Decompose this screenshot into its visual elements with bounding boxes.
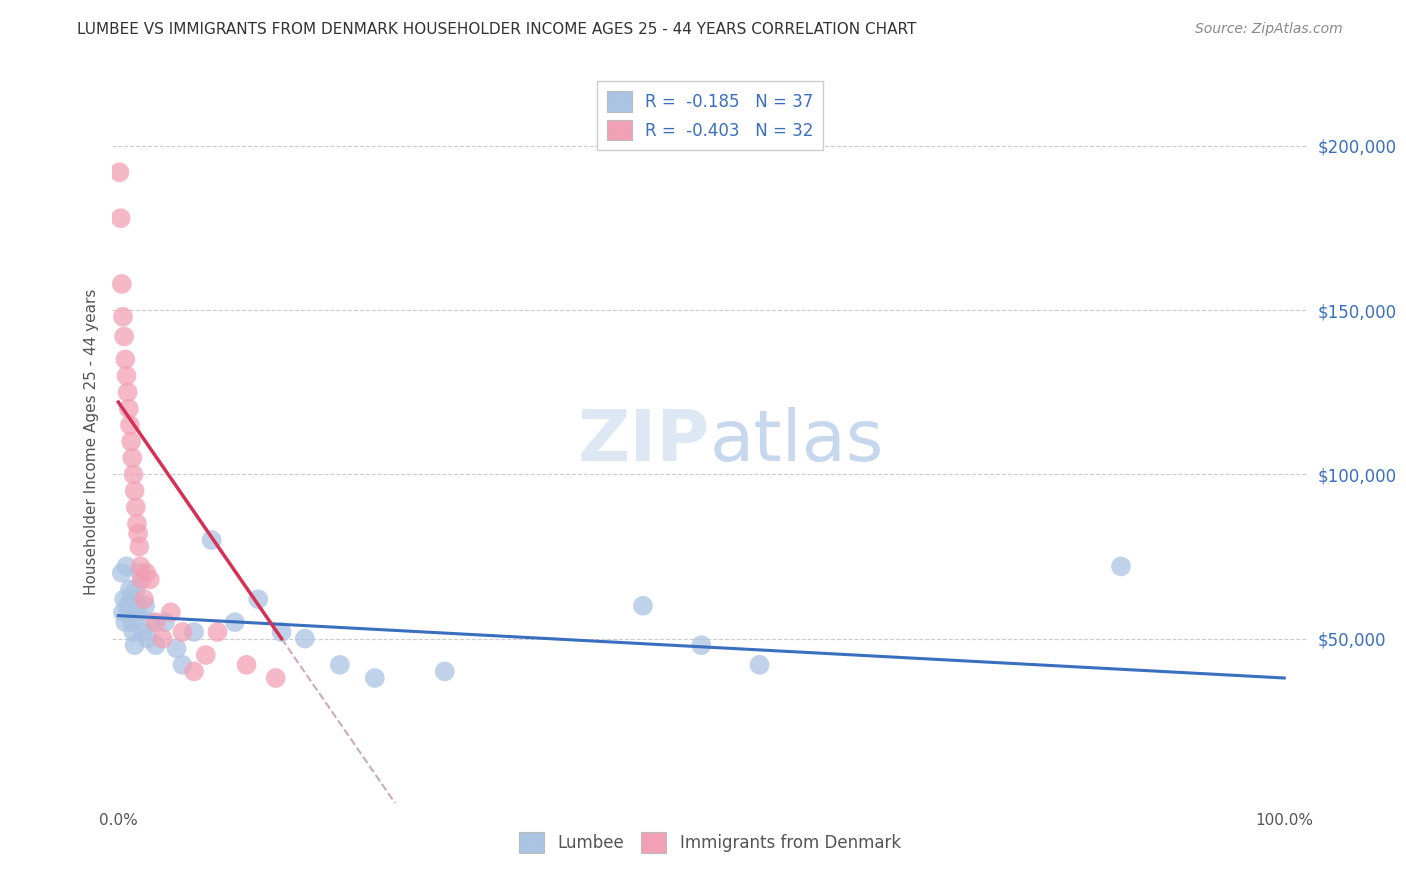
Point (124, 638, 146, 652)
Point (112, 329, 135, 343)
Point (207, 625, 229, 640)
Point (115, 559, 138, 574)
Point (139, 573, 162, 587)
Point (145, 615, 167, 630)
Point (121, 450, 143, 465)
Point (127, 526, 149, 541)
Point (112, 592, 135, 607)
Point (114, 615, 136, 630)
Point (125, 516, 148, 531)
Text: ZIP: ZIP (578, 407, 710, 476)
Point (270, 625, 292, 640)
Point (125, 582, 148, 597)
Point (136, 632, 159, 646)
Point (139, 615, 162, 630)
Point (125, 500, 148, 515)
Point (235, 657, 257, 672)
Point (690, 638, 713, 652)
Point (145, 638, 167, 652)
Point (748, 657, 770, 672)
Y-axis label: Householder Income Ages 25 - 44 years: Householder Income Ages 25 - 44 years (83, 288, 98, 595)
Point (135, 566, 157, 580)
Point (631, 599, 654, 613)
Point (329, 657, 352, 672)
Point (200, 533, 222, 547)
Legend: Lumbee, Immigrants from Denmark: Lumbee, Immigrants from Denmark (513, 826, 907, 860)
Point (166, 641, 188, 656)
Point (194, 648, 217, 662)
Point (122, 467, 145, 482)
Text: LUMBEE VS IMMIGRANTS FROM DENMARK HOUSEHOLDER INCOME AGES 25 - 44 YEARS CORRELAT: LUMBEE VS IMMIGRANTS FROM DENMARK HOUSEH… (77, 22, 917, 37)
Point (110, 211, 132, 226)
Point (108, 165, 131, 179)
Point (129, 566, 152, 580)
Point (152, 632, 174, 646)
Point (117, 599, 139, 613)
Point (131, 573, 153, 587)
Point (111, 310, 134, 324)
Point (118, 605, 141, 619)
Point (118, 401, 141, 416)
Point (1109, 559, 1132, 574)
Point (124, 483, 146, 498)
Point (183, 665, 205, 679)
Point (433, 665, 456, 679)
Point (117, 385, 139, 400)
Point (111, 566, 134, 580)
Point (247, 592, 270, 607)
Point (364, 671, 387, 685)
Point (129, 559, 152, 574)
Point (111, 277, 134, 291)
Point (127, 605, 149, 619)
Point (120, 434, 142, 449)
Point (132, 592, 155, 607)
Point (172, 625, 194, 640)
Point (294, 632, 316, 646)
Point (111, 605, 134, 619)
Point (120, 592, 142, 607)
Point (114, 352, 136, 367)
Point (115, 368, 138, 383)
Point (122, 625, 145, 640)
Point (118, 582, 141, 597)
Point (118, 418, 141, 433)
Point (183, 625, 205, 640)
Point (134, 599, 156, 613)
Point (125, 599, 148, 613)
Point (159, 605, 181, 619)
Point (153, 615, 176, 630)
Point (264, 671, 287, 685)
Point (121, 615, 143, 630)
Point (132, 625, 155, 640)
Text: atlas: atlas (710, 407, 884, 476)
Point (128, 540, 150, 554)
Point (224, 615, 246, 630)
Text: Source: ZipAtlas.com: Source: ZipAtlas.com (1195, 22, 1343, 37)
Point (172, 657, 194, 672)
